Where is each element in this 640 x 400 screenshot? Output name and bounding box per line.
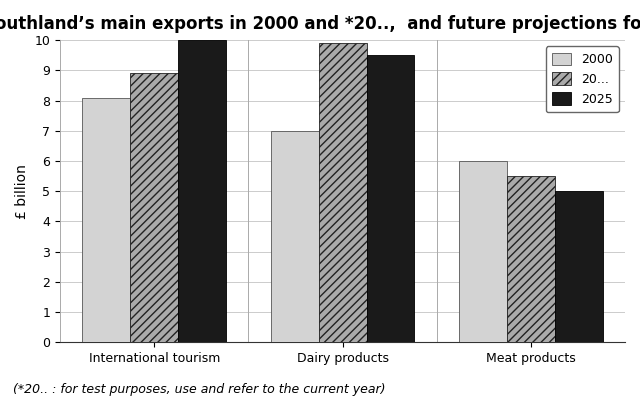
- Bar: [131, 73, 179, 342]
- Bar: [179, 40, 226, 342]
- Y-axis label: £ billion: £ billion: [15, 164, 29, 219]
- Bar: [83, 98, 131, 342]
- Bar: [507, 176, 555, 342]
- Title: Southland’s main exports in 2000 and *20..,  and future projections for 2025: Southland’s main exports in 2000 and *20…: [0, 15, 640, 33]
- Bar: [459, 161, 507, 342]
- Bar: [367, 55, 415, 342]
- Bar: [555, 191, 603, 342]
- Text: (*20.. : for test purposes, use and refer to the current year): (*20.. : for test purposes, use and refe…: [13, 383, 385, 396]
- Bar: [271, 131, 319, 342]
- Legend: 2000, 20..., 2025: 2000, 20..., 2025: [546, 46, 619, 112]
- Bar: [319, 43, 367, 342]
